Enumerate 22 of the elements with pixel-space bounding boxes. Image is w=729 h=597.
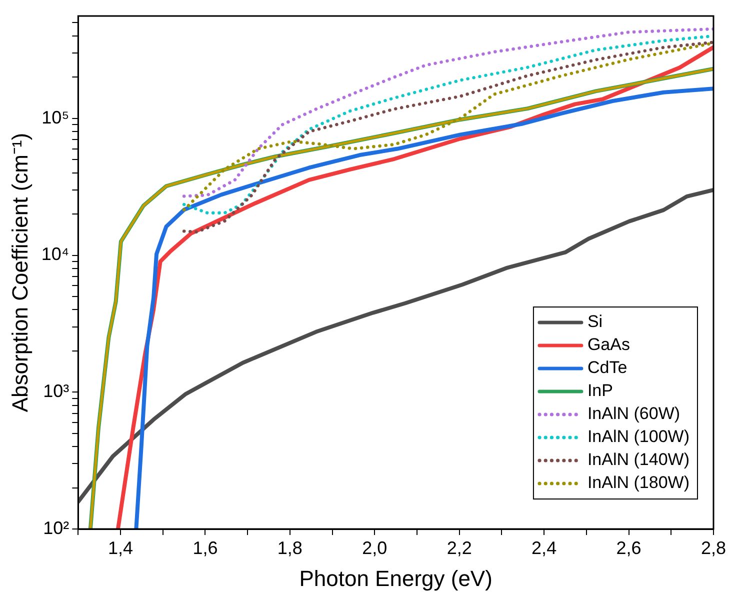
x-axis-title: Photon Energy (eV) xyxy=(299,566,492,591)
x-tick-label: 2,4 xyxy=(532,538,557,558)
legend-label: InAlN (180W) xyxy=(587,473,690,492)
x-tick-label: 1,4 xyxy=(108,538,134,558)
x-tick-label: 1,6 xyxy=(192,538,218,558)
y-tick-label: 10² xyxy=(43,518,70,538)
legend-label: InAlN (140W) xyxy=(587,450,690,470)
y-tick-label: 10⁴ xyxy=(41,244,70,264)
y-tick-label: 10⁵ xyxy=(42,107,70,128)
legend-label: InAlN (60W) xyxy=(587,404,680,424)
legend-label: InAlN (100W) xyxy=(587,427,690,446)
legend-label: CdTe xyxy=(587,358,628,378)
legend-label: Si xyxy=(587,312,603,332)
legend-label: InP xyxy=(587,381,613,400)
legend-label: GaAs xyxy=(587,335,630,354)
x-tick-label: 2,8 xyxy=(700,538,726,558)
x-tick-label: 1,8 xyxy=(277,538,302,558)
x-tick-label: 2,0 xyxy=(362,538,388,558)
y-tick-label: 10³ xyxy=(43,381,70,402)
x-tick-label: 2,6 xyxy=(616,538,642,558)
y-axis-title: Absorption Coefficient (cm⁻¹) xyxy=(7,132,32,412)
x-tick-label: 2,2 xyxy=(446,538,472,558)
